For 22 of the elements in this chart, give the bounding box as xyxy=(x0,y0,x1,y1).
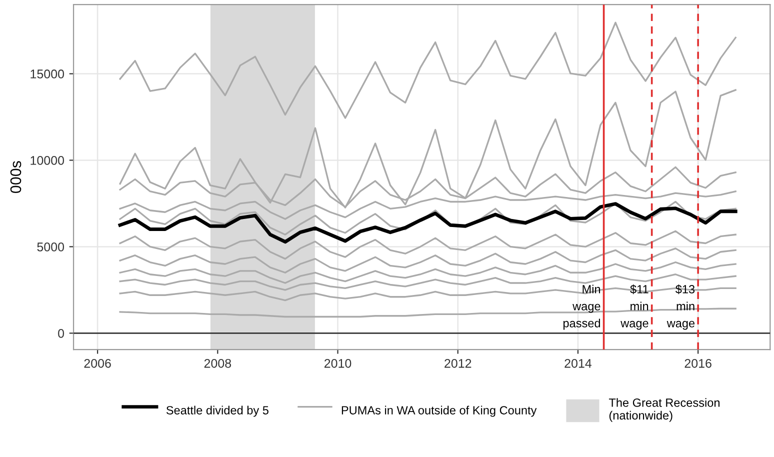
x-tick-label: 2006 xyxy=(84,358,111,368)
x-tick-label: 2014 xyxy=(564,358,592,368)
legend-label: Seattle divided by 5 xyxy=(166,406,268,417)
legend-label: PUMAs in WA outside of King County xyxy=(342,406,537,417)
line-series xyxy=(119,248,736,274)
line-series xyxy=(119,261,736,284)
x-tick-label: 2016 xyxy=(684,358,712,368)
line-series xyxy=(118,202,738,244)
x-tick-label: 2008 xyxy=(204,358,232,368)
line-series xyxy=(119,22,736,119)
ref-line-label: Min wage passed xyxy=(563,284,600,330)
ref-line-label: $13 min wage xyxy=(666,284,695,330)
line-series xyxy=(119,230,736,260)
y-axis-title: 000s xyxy=(10,161,22,194)
y-tick-label: 15000 xyxy=(30,70,64,78)
y-tick-label: 0 xyxy=(58,328,64,338)
legend-label: The Great Recession (nationwide) xyxy=(608,398,720,422)
y-tick-label: 5000 xyxy=(37,242,64,252)
y-tick-label: 10000 xyxy=(30,156,64,165)
x-tick-label: 2012 xyxy=(444,358,472,368)
ref-line-label: $11 min wage xyxy=(620,284,648,330)
x-tick-label: 2010 xyxy=(324,358,352,368)
